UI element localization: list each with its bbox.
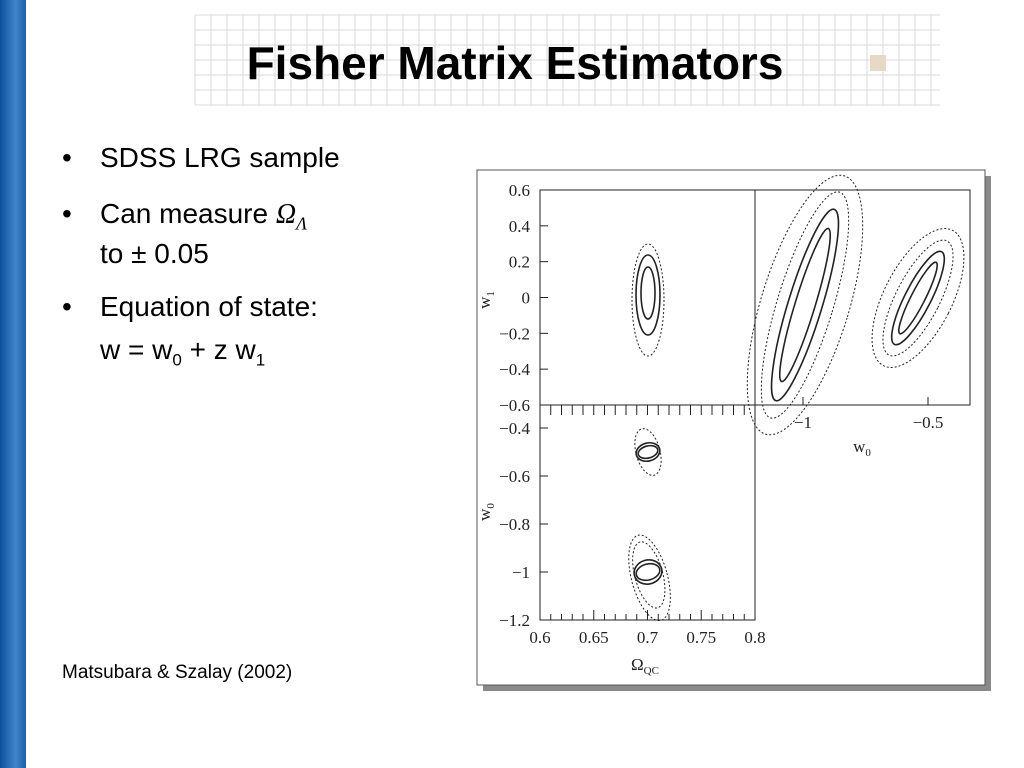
text-part: Ω xyxy=(275,199,297,230)
axis-label-main: w xyxy=(853,437,866,456)
figure-frame xyxy=(476,169,986,686)
y-tick-label: −0.4 xyxy=(499,360,530,379)
x-tick-label: 0.6 xyxy=(529,628,550,647)
axis-label-sub: 0 xyxy=(485,503,497,509)
x-tick-label: 0.65 xyxy=(579,628,609,647)
axis-label-main: w xyxy=(475,508,494,521)
bullet-dot: • xyxy=(62,198,72,229)
y-tick-label: −0.8 xyxy=(499,515,530,534)
bullet-text: SDSS LRG sample xyxy=(100,138,340,178)
y-tick-label: −0.6 xyxy=(499,396,530,415)
y-tick-label: 0 xyxy=(522,289,531,308)
text-part: Equation of state: xyxy=(100,291,318,322)
bullet-text: w = w0 + z w1 xyxy=(100,330,265,381)
text-part: + z w xyxy=(181,334,256,365)
y-tick-label: −1.2 xyxy=(499,611,530,630)
axis-label: w0 xyxy=(853,437,871,459)
citation: Matsubara & Szalay (2002) xyxy=(62,662,293,683)
bullet-text: Can measure ΩΛ xyxy=(100,194,307,244)
x-tick-label: 0.8 xyxy=(744,628,765,647)
axis-label-sub: QC xyxy=(644,665,659,677)
axis-label: w0 xyxy=(475,503,497,521)
axis-label-sub: 1 xyxy=(485,291,497,297)
text-part: Can measure xyxy=(100,198,276,229)
axis-label: ΩQC xyxy=(631,655,659,677)
y-tick-label: −0.4 xyxy=(499,419,530,438)
grid-accent xyxy=(870,55,886,71)
text-part: w = w xyxy=(100,334,173,365)
text-part: 1 xyxy=(255,350,266,370)
bullet-dot: • xyxy=(62,291,72,322)
text-part: Λ xyxy=(296,213,307,234)
bullet-dot: • xyxy=(62,142,72,173)
figure: 0.6 0.4 0.2 0 −0.2 −0.4 −0.6 −0.4 −0.6 −0.8 −1 −1.2… xyxy=(475,174,971,677)
panel xyxy=(754,189,971,406)
bullet-text: Equation of state: xyxy=(100,287,318,327)
axis-label: w1 xyxy=(475,291,497,309)
x-tick-label: −1 xyxy=(794,413,812,432)
bullet-text: to ± 0.05 xyxy=(100,234,209,274)
x-tick-label: 0.7 xyxy=(637,628,659,647)
text-part: SDSS LRG sample xyxy=(100,142,340,173)
side-bar xyxy=(0,0,26,768)
y-tick-label: 0.4 xyxy=(509,217,531,236)
y-tick-label: −1 xyxy=(512,563,530,582)
y-tick-label: −0.6 xyxy=(499,467,530,486)
axis-label-main: Ω xyxy=(631,655,644,674)
contours xyxy=(628,174,965,622)
y-tick-label: 0.6 xyxy=(509,181,530,200)
axis-label-sub: 0 xyxy=(865,447,871,459)
slide-title: Fisher Matrix Estimators xyxy=(246,37,784,89)
y-tick-label: −0.2 xyxy=(499,324,530,343)
y-tick-label: 0.2 xyxy=(509,253,530,272)
title-grid xyxy=(194,14,940,106)
text-part: to ± 0.05 xyxy=(100,238,209,269)
text-part: 0 xyxy=(172,350,182,370)
axis-label-main: w xyxy=(475,296,494,309)
x-tick-label: −0.5 xyxy=(913,413,944,432)
x-tick-label: 0.75 xyxy=(686,628,716,647)
